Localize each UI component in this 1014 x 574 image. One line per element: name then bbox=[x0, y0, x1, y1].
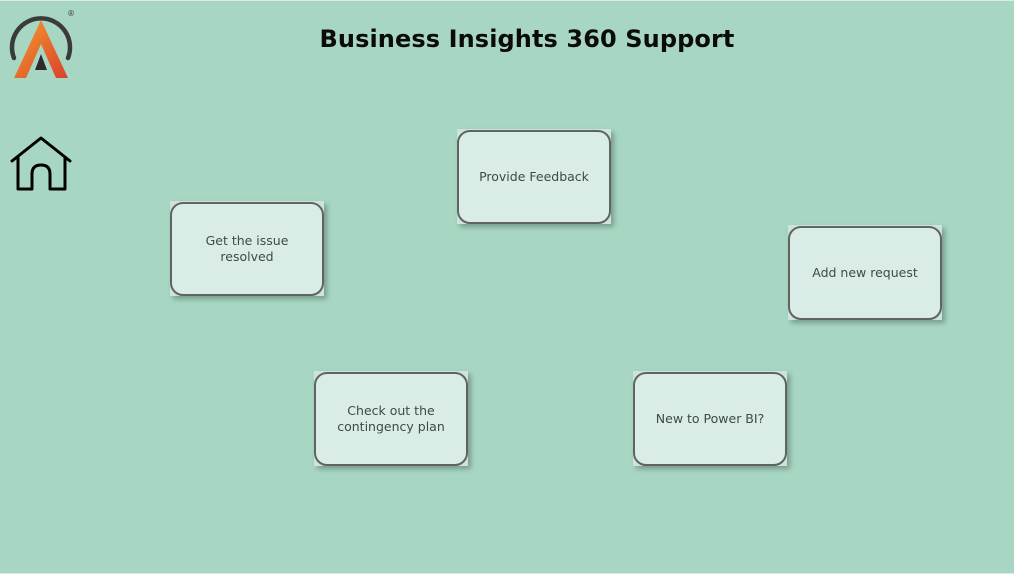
home-button[interactable] bbox=[8, 133, 74, 193]
get-issue-resolved-button[interactable]: Get the issue resolved bbox=[170, 201, 324, 296]
contingency-plan-label: Check out the contingency plan bbox=[337, 403, 445, 434]
page-title: Business Insights 360 Support bbox=[319, 25, 735, 53]
card-frame: New to Power BI? bbox=[633, 372, 787, 466]
home-icon bbox=[10, 136, 72, 191]
card-frame: Add new request bbox=[788, 226, 942, 320]
new-to-power-bi-button[interactable]: New to Power BI? bbox=[633, 371, 787, 466]
new-to-power-bi-label: New to Power BI? bbox=[655, 411, 765, 426]
card-frame: Provide Feedback bbox=[457, 130, 611, 224]
contingency-plan-button[interactable]: Check out the contingency plan bbox=[314, 371, 468, 466]
provide-feedback-label: Provide Feedback bbox=[479, 169, 589, 184]
provide-feedback-button[interactable]: Provide Feedback bbox=[457, 129, 611, 224]
card-frame: Check out the contingency plan bbox=[314, 372, 468, 466]
add-new-request-button[interactable]: Add new request bbox=[788, 225, 942, 320]
get-issue-resolved-label: Get the issue resolved bbox=[205, 233, 289, 264]
brand-logo-icon: ® bbox=[4, 6, 78, 80]
add-new-request-label: Add new request bbox=[812, 265, 918, 280]
registered-mark: ® bbox=[67, 9, 75, 18]
card-frame: Get the issue resolved bbox=[170, 202, 324, 296]
